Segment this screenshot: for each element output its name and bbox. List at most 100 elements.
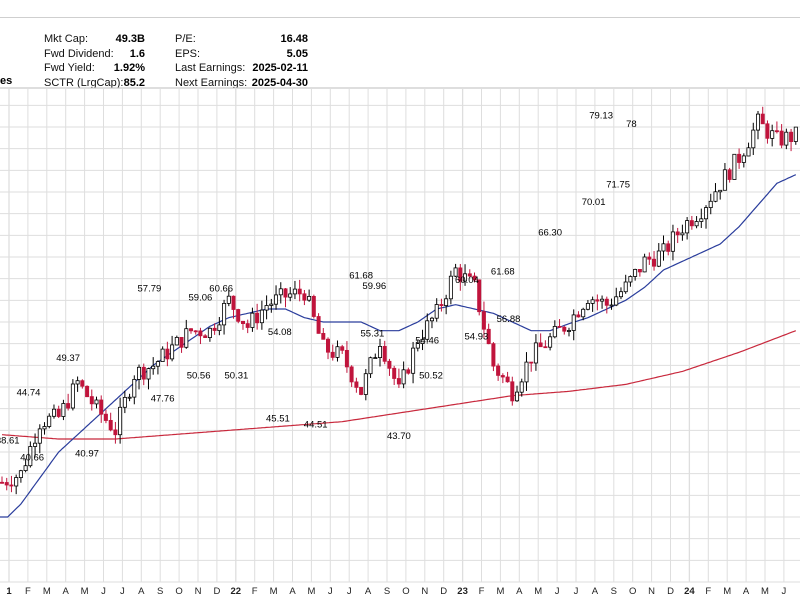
candle-body — [302, 293, 307, 301]
stats-panel-right: P/E: 16.48 EPS: 5.05 Last Earnings: 2025-02-1… — [175, 32, 308, 90]
x-tick-label: S — [611, 586, 617, 597]
x-tick-label: A — [592, 586, 599, 597]
candle-body — [770, 130, 775, 139]
candle-body — [458, 267, 463, 282]
candle-body — [33, 442, 38, 447]
candle-body — [462, 273, 467, 282]
candle-body — [685, 220, 690, 234]
stat-right-row: Next Earnings: 2025-04-30 — [175, 76, 308, 91]
price-annotation: 61.68 — [491, 266, 515, 277]
long-moving-average-line — [1, 330, 797, 440]
candle-body — [557, 325, 562, 328]
candle-body — [637, 268, 642, 273]
x-tick-label: J — [347, 586, 352, 597]
price-annotation: 44.51 — [304, 420, 328, 431]
candle-body — [307, 295, 312, 301]
x-tick-label: S — [157, 586, 163, 597]
x-tick-label: N — [648, 586, 655, 597]
candle-body — [245, 323, 250, 328]
candle-body — [226, 295, 231, 304]
candle-body — [774, 130, 779, 133]
x-tick-label: M — [534, 586, 542, 597]
candle-body — [4, 482, 9, 486]
candle-body — [174, 336, 179, 346]
candle-body — [14, 477, 19, 487]
candle-body — [694, 221, 699, 227]
stat-left-label: Mkt Cap: — [44, 33, 89, 45]
candle-body — [382, 345, 387, 362]
candle-body — [28, 446, 33, 467]
candle-body — [453, 267, 458, 277]
x-tick-label: F — [25, 586, 31, 597]
candle-body — [722, 169, 727, 191]
candle-body — [699, 218, 704, 222]
candle-body — [496, 365, 501, 376]
price-annotation: 55.31 — [361, 329, 385, 340]
candle-body — [708, 200, 713, 209]
candle-body — [184, 328, 189, 348]
candle-body — [576, 314, 581, 318]
candle-body — [439, 304, 444, 307]
candle-body — [359, 386, 364, 395]
candle-body — [330, 351, 335, 358]
candle-body — [0, 481, 5, 484]
x-tick-label: A — [365, 586, 372, 597]
candle-body — [146, 368, 151, 380]
candle-body — [297, 288, 302, 295]
candle-body — [656, 250, 661, 267]
candle-body — [188, 328, 193, 332]
candle-body — [732, 153, 737, 180]
candle-body — [675, 231, 680, 236]
x-tick-label: M — [307, 586, 315, 597]
stat-left-value: 85.2 — [123, 76, 145, 89]
price-annotation: 57.79 — [138, 284, 162, 295]
candle-body — [552, 325, 557, 338]
candle-body — [42, 426, 47, 430]
candle-body — [99, 399, 104, 415]
candle-body — [363, 373, 368, 395]
x-tick-label: 1 — [6, 586, 12, 597]
candle-body — [670, 231, 675, 252]
candle-body — [614, 296, 619, 306]
stat-right-label: Last Earnings: — [175, 62, 246, 74]
candle-body — [141, 366, 146, 380]
price-annotation: 71.75 — [606, 180, 630, 191]
candle-body — [529, 361, 534, 364]
x-tick-label: D — [213, 586, 220, 597]
stat-right-label: Next Earnings: — [175, 76, 248, 89]
candle-body — [491, 343, 496, 367]
short-moving-average-line — [0, 174, 797, 518]
candle-body — [377, 345, 382, 358]
candle-body — [585, 302, 590, 310]
candle-body — [519, 381, 524, 393]
candle-body — [401, 369, 406, 385]
x-tick-label: J — [101, 586, 106, 597]
candle-body — [325, 338, 330, 353]
price-annotation: 50.31 — [225, 370, 249, 381]
x-tick-label: 22 — [231, 586, 242, 597]
x-tick-label: M — [496, 586, 504, 597]
candle-body — [231, 295, 236, 310]
price-annotation: 54.46 — [415, 336, 439, 347]
x-tick-label: F — [479, 586, 485, 597]
candle-body — [136, 366, 141, 380]
candle-body — [789, 131, 794, 142]
price-annotation: 66.30 — [538, 227, 562, 238]
candle-body — [321, 332, 326, 340]
candle-body — [600, 298, 605, 302]
candle-body — [760, 113, 765, 125]
price-annotation: 40.97 — [75, 448, 99, 459]
candle-body — [467, 273, 472, 277]
candle-body — [737, 153, 742, 163]
candle-body — [633, 268, 638, 277]
candle-body — [581, 308, 586, 318]
stat-left-label: Fwd Yield: — [44, 62, 95, 74]
x-tick-label: A — [516, 586, 523, 597]
candle-body — [264, 305, 269, 311]
candle-body — [170, 344, 175, 360]
candle-body — [56, 408, 61, 417]
candle-body — [567, 330, 572, 332]
candle-body — [756, 113, 761, 131]
candle-body — [70, 383, 75, 409]
